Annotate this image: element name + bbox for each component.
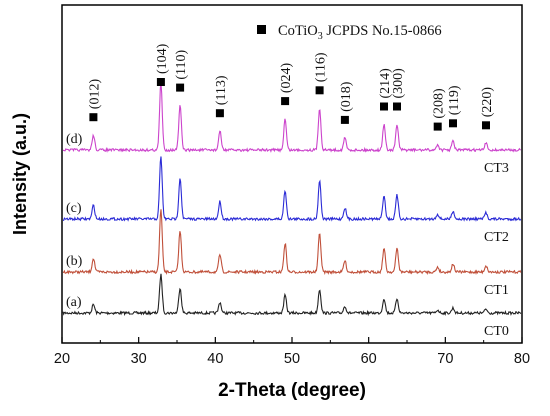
series-CT0-line (62, 273, 522, 317)
x-tick-label-40: 40 (207, 351, 223, 367)
peak-markers (89, 78, 490, 131)
peak-label-113: (113) (214, 75, 229, 105)
peak-marker-300 (393, 102, 401, 111)
legend-text-main: CoTiO (278, 23, 318, 39)
y-axis-title: Intensity (a.u.) (10, 113, 30, 235)
x-tick-label-20: 20 (54, 351, 70, 367)
x-tick-label-60: 60 (361, 351, 377, 367)
peak-marker-104 (156, 78, 165, 86)
peak-label-300: (300) (391, 68, 406, 99)
peak-marker-024 (281, 97, 290, 106)
legend-label: CoTiO3 JCPDS No.15-0866 (278, 23, 442, 42)
x-ticks (61, 337, 523, 343)
peak-marker-220 (482, 121, 490, 130)
series-CT3-line (62, 82, 522, 153)
x-tick-labels: 20 30 40 50 60 70 80 (54, 351, 530, 367)
peak-marker-110 (176, 83, 185, 92)
peak-marker-208 (433, 122, 442, 131)
series-CT1-name: CT1 (484, 283, 509, 298)
series-CT0-name: CT0 (484, 324, 509, 339)
peak-label-208: (208) (432, 88, 447, 119)
series-CT3-name: CT3 (484, 161, 509, 176)
peak-label-220: (220) (480, 87, 495, 118)
x-axis-title: 2-Theta (degree) (218, 380, 366, 401)
peak-label-024: (024) (279, 62, 294, 93)
legend-marker (257, 25, 266, 34)
series-CT2-name: CT2 (484, 230, 509, 245)
series-CT3-letter: (d) (66, 132, 83, 147)
legend-text-sub: 3 (318, 31, 323, 42)
peak-marker-116 (315, 86, 324, 95)
peak-label-012: (012) (87, 79, 102, 110)
series-CT1-letter: (b) (66, 254, 83, 269)
curve-letters: (a) (b) (c) (d) (66, 132, 83, 310)
peak-marker-214 (380, 102, 388, 111)
peak-label-116: (116) (314, 52, 329, 82)
peak-marker-018 (340, 115, 349, 124)
x-tick-label-70: 70 (437, 351, 453, 367)
curve-names: CT0 CT1 CT2 CT3 (484, 161, 509, 339)
xrd-curves (62, 82, 522, 317)
peak-label-110: (110) (174, 49, 189, 79)
x-tick-label-80: 80 (514, 351, 530, 367)
series-CT2-letter: (c) (66, 201, 82, 216)
x-tick-label-30: 30 (131, 351, 147, 367)
peak-marker-012 (89, 113, 98, 122)
peak-label-119: (119) (447, 85, 462, 115)
x-tick-label-50: 50 (284, 351, 300, 367)
peak-labels: (012) (104) (110) (113) (024) (116) (018) (214)… (87, 43, 495, 118)
legend-text-tail: JCPDS No.15-0866 (323, 23, 442, 39)
plot-frame (61, 4, 523, 344)
series-CT0-letter: (a) (66, 295, 82, 310)
series-CT2-line (63, 156, 522, 222)
peak-label-104: (104) (155, 43, 170, 74)
series-CT1-line (62, 209, 522, 275)
peak-label-214: (214) (378, 68, 393, 99)
legend: CoTiO3 JCPDS No.15-0866 (257, 23, 442, 42)
peak-marker-119 (449, 119, 457, 128)
peak-label-018: (018) (339, 81, 354, 112)
peak-marker-113 (215, 109, 224, 118)
